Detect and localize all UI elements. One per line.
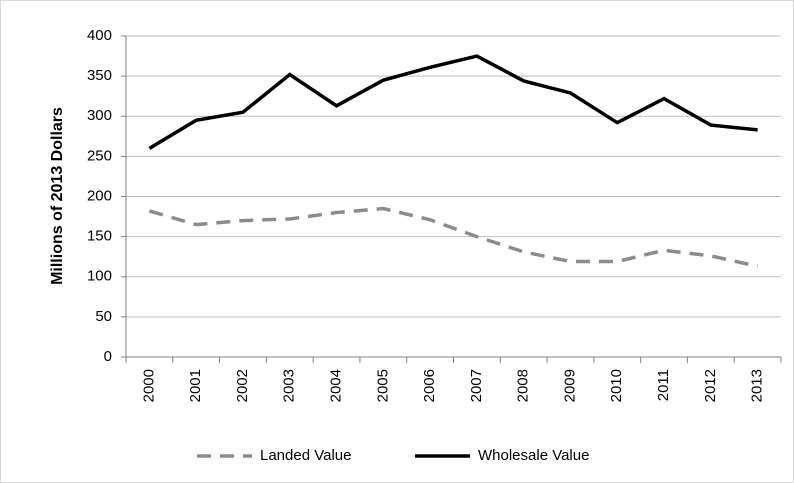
x-tick-label: 2009 xyxy=(561,369,578,402)
x-tick-label: 2010 xyxy=(608,369,625,402)
y-tick-label: 400 xyxy=(87,27,112,44)
x-tick-label: 2002 xyxy=(234,369,251,402)
x-tick-label: 2007 xyxy=(468,369,485,402)
x-tick-label: 2006 xyxy=(421,369,438,402)
x-tick-label: 2003 xyxy=(281,369,298,402)
y-tick-label: 50 xyxy=(95,308,112,325)
y-axis-label: Millions of 2013 Dollars xyxy=(49,107,66,285)
legend-label: Landed Value xyxy=(260,447,351,464)
legend-label: Wholesale Value xyxy=(478,447,589,464)
y-tick-label: 0 xyxy=(104,348,112,365)
y-tick-label: 150 xyxy=(87,228,112,245)
x-tick-label: 2008 xyxy=(515,369,532,402)
y-tick-label: 100 xyxy=(87,268,112,285)
line-series xyxy=(148,54,758,150)
y-tick-label: 250 xyxy=(87,147,112,164)
x-tick-label: 2012 xyxy=(702,369,719,402)
y-tick-label: 350 xyxy=(87,67,112,84)
x-tick-label: 2013 xyxy=(749,369,766,402)
x-tick-label: 2011 xyxy=(655,369,672,401)
line-series xyxy=(148,206,758,269)
x-tick-label: 2004 xyxy=(328,369,345,402)
y-tick-label: 200 xyxy=(87,187,112,204)
x-tick-label: 2001 xyxy=(187,369,204,402)
x-tick-label: 2005 xyxy=(374,369,391,402)
x-tick-label: 2000 xyxy=(140,369,157,402)
y-tick-label: 300 xyxy=(87,107,112,124)
